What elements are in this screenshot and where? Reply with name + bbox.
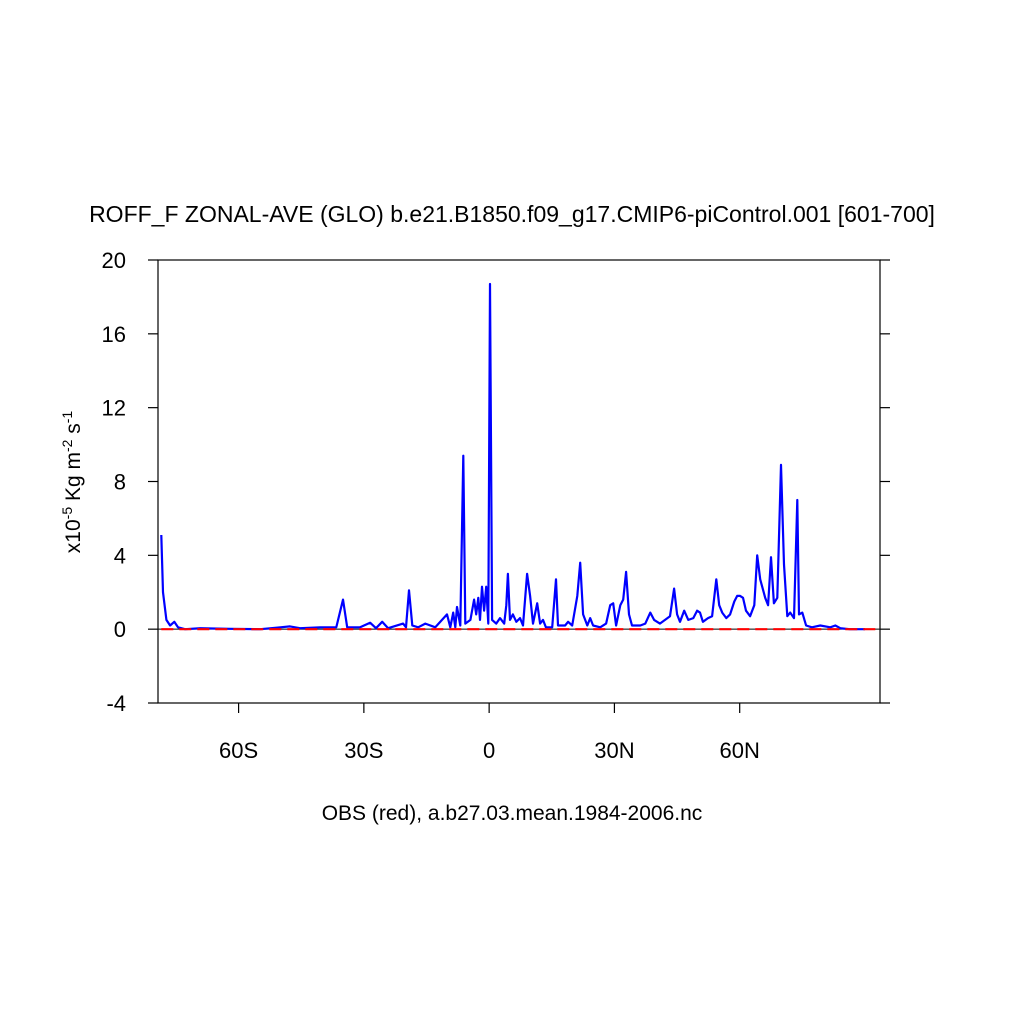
x-tick-label: 30S [344, 738, 383, 763]
x-tick-label: 60S [219, 738, 258, 763]
y-tick-label: 0 [114, 617, 126, 642]
data-line [160, 282, 865, 631]
y-label-text: s [62, 423, 85, 439]
y-tick-label: 12 [102, 396, 126, 421]
y-label-superscript: -1 [59, 411, 75, 424]
y-label-superscript: -2 [59, 439, 75, 452]
chart-title: ROFF_F ZONAL-AVE (GLO) b.e21.B1850.f09_g… [89, 201, 935, 227]
y-tick-label: 8 [114, 470, 126, 495]
y-label-superscript: -5 [59, 507, 75, 520]
y-label-text: Kg m [62, 452, 85, 507]
y-tick-label: -4 [106, 691, 126, 716]
y-tick-label: 4 [114, 543, 126, 568]
y-tick-label: 16 [102, 322, 126, 347]
x-tick-label: 30N [594, 738, 634, 763]
plot-frame [157, 259, 881, 704]
x-tick-label: 60N [720, 738, 760, 763]
y-label-text: x10 [62, 519, 85, 553]
y-tick-label: 20 [102, 248, 126, 273]
x-tick-label: 0 [483, 738, 495, 763]
y-axis-label: x10-5 Kg m-2 s-1 [59, 411, 85, 554]
x-axis-label: OBS (red), a.b27.03.mean.1984-2006.nc [322, 802, 703, 825]
